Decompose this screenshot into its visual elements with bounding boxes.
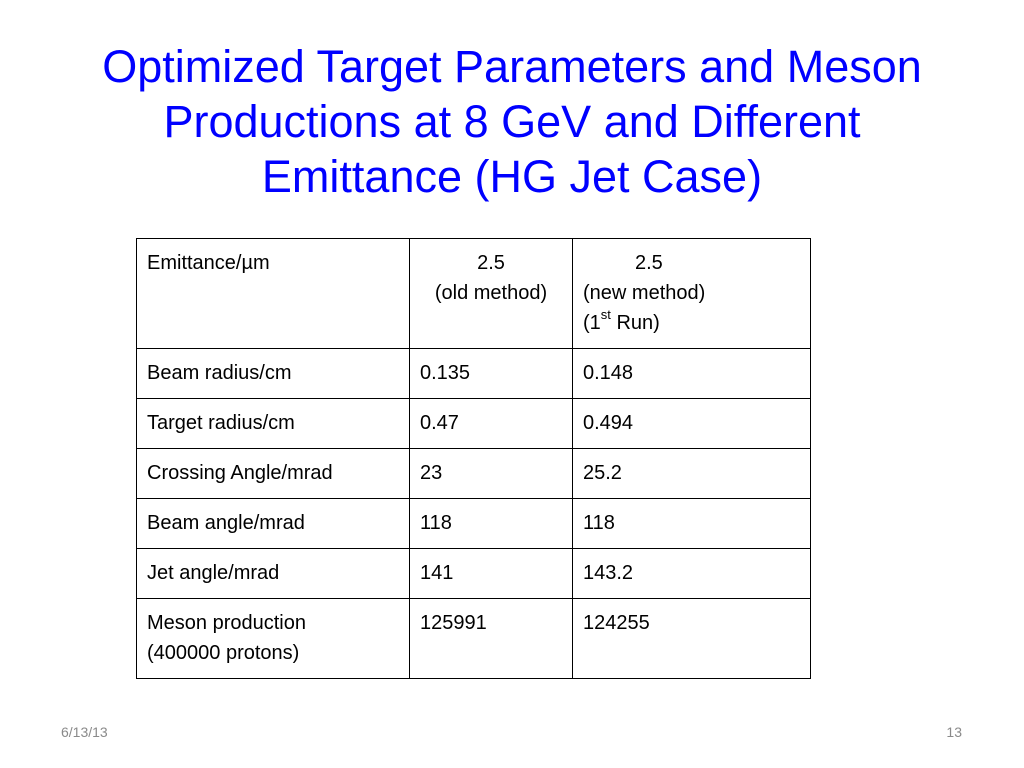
row-new-value: 143.2 <box>572 548 811 599</box>
title-line-2: Productions at 8 GeV and Different <box>163 95 861 147</box>
row-new-value: 0.494 <box>572 398 811 449</box>
row-old-value: 141 <box>409 548 573 599</box>
row-label: Beam radius/cm <box>136 348 410 399</box>
slide-number: 13 <box>946 724 962 740</box>
table-row: Crossing Angle/mrad 23 25.2 <box>136 448 811 499</box>
table-row-meson-production: Meson production (400000 protons) 125991… <box>136 598 811 679</box>
title-line-3: Emittance (HG Jet Case) <box>261 150 763 202</box>
title-line-1: Optimized Target Parameters and Meson <box>102 41 922 92</box>
meson-label-cell: Meson production (400000 protons) <box>136 598 410 679</box>
header-new-run: (1st Run) <box>583 308 800 338</box>
meson-label-line-2: (400000 protons) <box>147 642 300 664</box>
header-run-suffix: Run) <box>610 312 660 334</box>
row-new-value: 118 <box>572 498 811 549</box>
header-old-cell: 2.5 (old method) <box>409 238 573 349</box>
meson-old-value: 125991 <box>409 598 573 679</box>
header-old-note: (old method) <box>434 282 548 304</box>
table-row: Beam radius/cm 0.135 0.148 <box>136 348 811 399</box>
table-row: Target radius/cm 0.47 0.494 <box>136 398 811 449</box>
row-label: Crossing Angle/mrad <box>136 448 410 499</box>
row-old-value: 118 <box>409 498 573 549</box>
header-new-value: 2.5 <box>635 252 663 274</box>
slide-title: Optimized Target Parameters and Meson Pr… <box>40 40 984 205</box>
row-label: Jet angle/mrad <box>136 548 410 599</box>
header-label: Emittance/µm <box>147 252 270 274</box>
table-row: Jet angle/mrad 141 143.2 <box>136 548 811 599</box>
footer-date: 6/13/13 <box>61 724 108 740</box>
row-old-value: 0.47 <box>409 398 573 449</box>
row-new-value: 0.148 <box>572 348 811 399</box>
row-old-value: 23 <box>409 448 573 499</box>
table-header-row: Emittance/µm 2.5 (old method) 2.5 (new m… <box>136 238 811 349</box>
meson-label-line-1: Meson production <box>147 612 306 634</box>
row-new-value: 25.2 <box>572 448 811 499</box>
header-new-note: (new method) <box>583 282 706 304</box>
header-new-cell: 2.5 (new method) (1st Run) <box>572 238 811 349</box>
header-run-sup: st <box>600 307 611 323</box>
header-old-value: 2.5 <box>477 252 505 274</box>
table-row: Beam angle/mrad 118 118 <box>136 498 811 549</box>
meson-new-value: 124255 <box>572 598 811 679</box>
row-label: Beam angle/mrad <box>136 498 410 549</box>
header-run-prefix: (1 <box>583 312 601 334</box>
row-old-value: 0.135 <box>409 348 573 399</box>
parameters-table: Emittance/µm 2.5 (old method) 2.5 (new m… <box>136 238 811 679</box>
header-label-cell: Emittance/µm <box>136 238 410 349</box>
row-label: Target radius/cm <box>136 398 410 449</box>
